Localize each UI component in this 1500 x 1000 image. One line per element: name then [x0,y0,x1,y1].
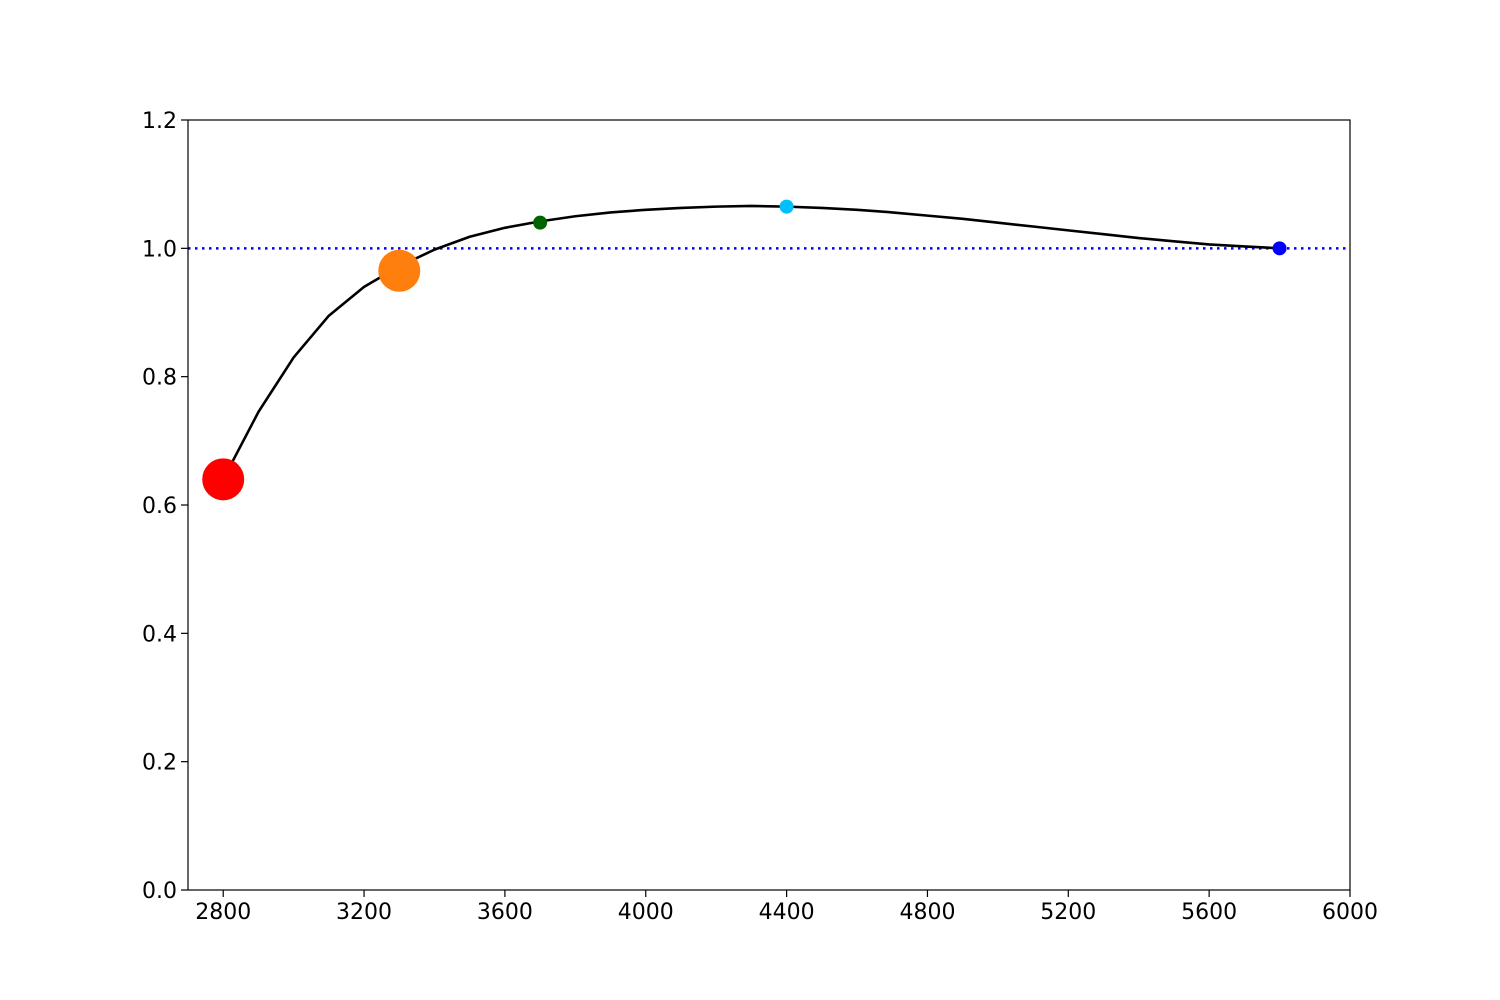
y-tick-label: 0.6 [142,494,177,519]
x-tick-label: 3600 [477,900,533,925]
data-point-5 [1272,241,1287,256]
y-tick-label: 0.4 [142,622,177,647]
x-tick-label: 2800 [195,900,251,925]
data-point-2 [378,249,421,292]
y-tick-label: 0.0 [142,879,177,904]
series-line [221,204,1281,481]
data-point-4 [779,199,794,214]
x-tick-label: 4000 [618,900,674,925]
axes: 2800 3200 3600 4000 4400 4800 5200 5600 6000 0.0 0… [142,109,1378,925]
y-tick-label: 0.8 [142,366,177,391]
x-tick-label: 4400 [759,900,815,925]
y-tick-label: 1.2 [142,109,177,134]
x-tick-label: 6000 [1322,900,1378,925]
x-tick-label: 5600 [1181,900,1237,925]
plot-frame [187,119,1351,891]
y-tick-label: 1.0 [142,237,177,262]
data-point-1 [202,458,245,501]
y-tick-label: 0.2 [142,751,177,776]
data-point-3 [533,215,548,230]
x-tick-label: 5200 [1040,900,1096,925]
plot-area [188,199,1350,501]
x-tick-label: 4800 [899,900,955,925]
x-tick-label: 3200 [336,900,392,925]
